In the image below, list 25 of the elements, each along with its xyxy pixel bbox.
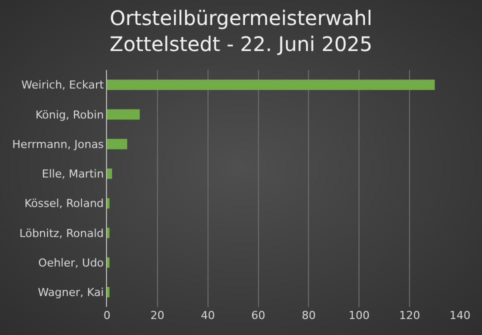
- y-tick-label: Kössel, Roland: [24, 197, 104, 210]
- bar: [107, 287, 110, 298]
- x-tick-label: 100: [348, 309, 370, 322]
- y-tick-label: Weirich, Eckart: [21, 78, 104, 92]
- x-tick-label: 120: [399, 309, 420, 322]
- x-tick-label: 80: [302, 309, 316, 322]
- bar: [107, 138, 128, 150]
- y-tick-label: König, Robin: [36, 108, 104, 122]
- chart-title: Ortsteilbürgermeisterwahl Zottelstedt - 22. Juni 2025: [110, 6, 372, 56]
- bar: [107, 198, 110, 208]
- y-tick-label: Wagner, Kai: [38, 286, 104, 300]
- x-tick-label: 40: [200, 309, 215, 322]
- y-tick-label: Herrmann, Jonas: [12, 138, 104, 151]
- bar: [107, 168, 112, 179]
- bar: [107, 80, 435, 90]
- y-tick-label: Elle, Martin: [42, 168, 104, 181]
- bar: [107, 257, 110, 268]
- x-tick-label: 0: [104, 309, 110, 322]
- x-tick-label: 20: [150, 309, 164, 322]
- bar: [107, 228, 110, 238]
- y-tick-label: Oehler, Udo: [38, 256, 104, 270]
- x-tick-label: 140: [450, 309, 470, 322]
- bar: [107, 109, 140, 120]
- x-tick-label: 60: [251, 309, 266, 322]
- y-tick-label: Löbnitz, Ronald: [19, 226, 104, 240]
